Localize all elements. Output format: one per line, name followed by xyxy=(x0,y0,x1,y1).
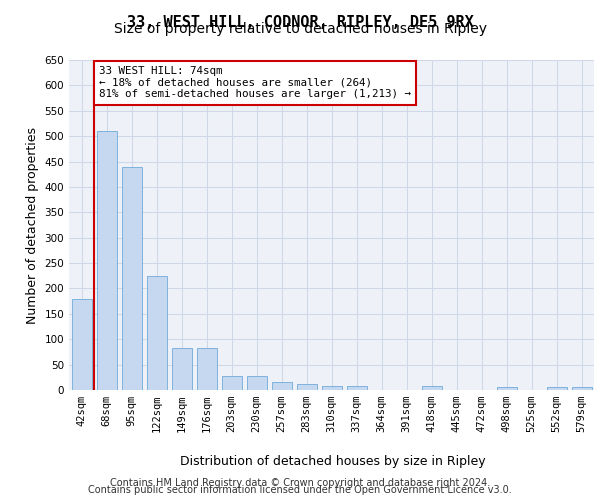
Bar xyxy=(271,382,292,390)
Bar xyxy=(547,388,566,390)
Text: Contains HM Land Registry data © Crown copyright and database right 2024.: Contains HM Land Registry data © Crown c… xyxy=(110,478,490,488)
Bar xyxy=(71,298,91,390)
Text: 33, WEST HILL, CODNOR, RIPLEY, DE5 9RX: 33, WEST HILL, CODNOR, RIPLEY, DE5 9RX xyxy=(127,15,473,30)
Text: Contains public sector information licensed under the Open Government Licence v3: Contains public sector information licen… xyxy=(88,485,512,495)
Bar xyxy=(571,388,592,390)
Bar xyxy=(197,348,217,390)
Bar xyxy=(121,166,142,390)
Bar xyxy=(146,276,167,390)
Bar xyxy=(347,386,367,390)
Bar xyxy=(221,376,241,390)
Bar xyxy=(247,376,266,390)
Text: 33 WEST HILL: 74sqm
← 18% of detached houses are smaller (264)
81% of semi-detac: 33 WEST HILL: 74sqm ← 18% of detached ho… xyxy=(99,66,411,100)
Bar xyxy=(421,386,442,390)
Bar xyxy=(497,388,517,390)
Bar xyxy=(322,386,341,390)
Y-axis label: Number of detached properties: Number of detached properties xyxy=(26,126,39,324)
Bar xyxy=(172,348,191,390)
Text: Size of property relative to detached houses in Ripley: Size of property relative to detached ho… xyxy=(113,22,487,36)
Text: Distribution of detached houses by size in Ripley: Distribution of detached houses by size … xyxy=(180,454,486,468)
Bar xyxy=(97,131,116,390)
Bar xyxy=(296,384,317,390)
